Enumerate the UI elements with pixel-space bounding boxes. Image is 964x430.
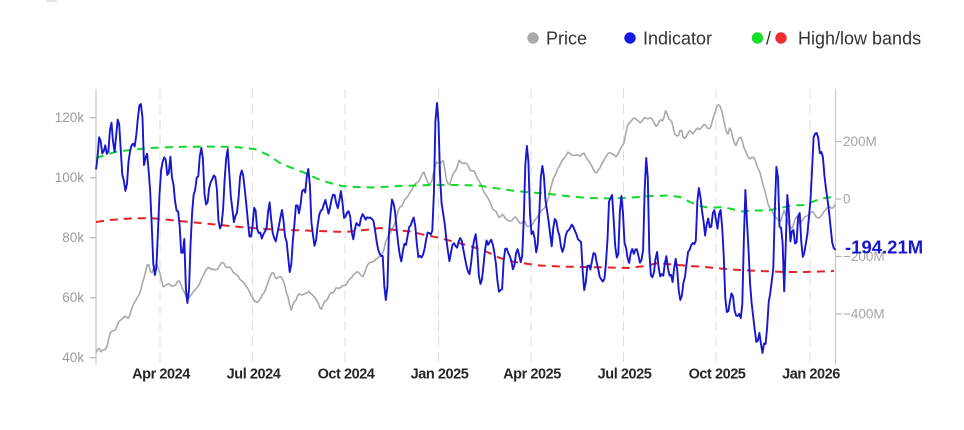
- svg-text:−400M: −400M: [843, 307, 885, 322]
- svg-text:0: 0: [843, 192, 851, 207]
- svg-text:Oct 2025: Oct 2025: [689, 367, 746, 383]
- svg-text:Apr 2024: Apr 2024: [132, 367, 190, 383]
- svg-text:Indicator: Indicator: [643, 28, 712, 48]
- svg-text:Jan 2025: Jan 2025: [411, 367, 469, 383]
- svg-text:120k: 120k: [55, 110, 85, 125]
- svg-text:Jul 2025: Jul 2025: [598, 367, 652, 383]
- svg-text:/: /: [766, 28, 771, 48]
- svg-text:40k: 40k: [62, 350, 84, 365]
- svg-text:Jan 2026: Jan 2026: [782, 367, 840, 383]
- svg-text:Price: Price: [546, 28, 587, 48]
- svg-text:80k: 80k: [62, 230, 84, 245]
- svg-text:High/low bands: High/low bands: [798, 28, 921, 48]
- svg-text:Jul 2024: Jul 2024: [227, 367, 281, 383]
- svg-text:60k: 60k: [62, 290, 84, 305]
- svg-text:200M: 200M: [843, 134, 877, 149]
- svg-text:−200M: −200M: [843, 249, 885, 264]
- svg-text:Oct 2024: Oct 2024: [318, 367, 375, 383]
- svg-text:Apr 2025: Apr 2025: [503, 367, 561, 383]
- svg-text:-194.21M: -194.21M: [845, 237, 923, 258]
- svg-text:100k: 100k: [55, 170, 85, 185]
